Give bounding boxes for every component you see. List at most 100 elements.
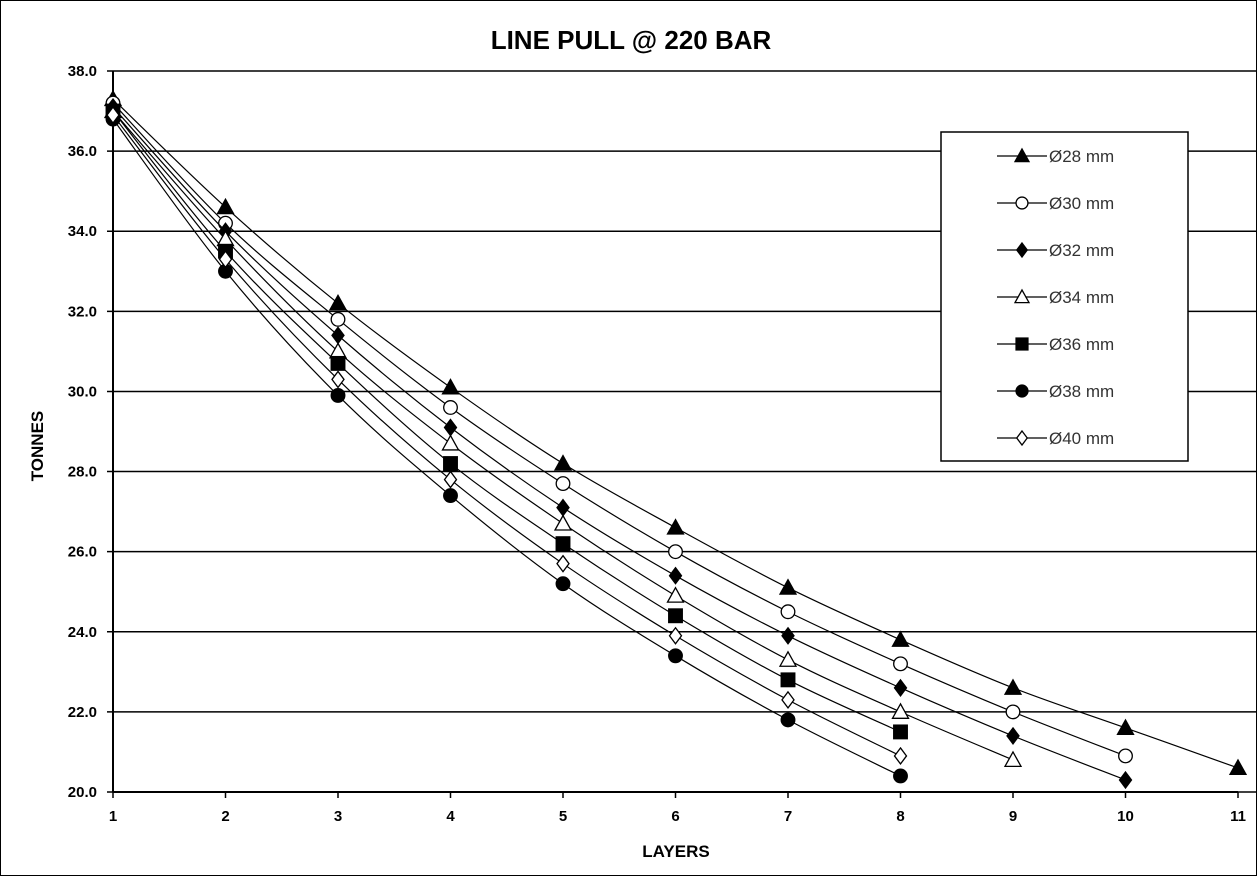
legend-items: Ø28 mm Ø30 mm Ø32 mm Ø34 mm Ø36 mm Ø38 mm Ø40 … bbox=[997, 147, 1114, 448]
series-line bbox=[112, 98, 1239, 769]
data-point-marker bbox=[1006, 726, 1020, 746]
legend-box bbox=[940, 131, 1189, 462]
data-point-marker bbox=[556, 554, 570, 573]
data-point-marker bbox=[778, 650, 798, 667]
legend-marker bbox=[1015, 241, 1029, 259]
chart-title: LINE PULL @ 220 BAR bbox=[491, 25, 772, 55]
legend-item: Ø38 mm bbox=[997, 382, 1114, 401]
legend-marker bbox=[1015, 384, 1029, 398]
data-point-marker bbox=[780, 672, 796, 688]
data-point-marker bbox=[330, 311, 346, 327]
data-point-marker bbox=[1005, 704, 1021, 720]
data-point-marker bbox=[555, 576, 571, 592]
series-group bbox=[105, 111, 908, 784]
data-point-marker bbox=[1003, 750, 1023, 768]
legend-label: Ø32 mm bbox=[1049, 241, 1114, 260]
data-point-marker bbox=[218, 250, 233, 269]
data-point-marker bbox=[668, 608, 683, 624]
data-point-marker bbox=[893, 678, 908, 697]
data-point-marker bbox=[556, 498, 570, 517]
data-point-marker bbox=[553, 514, 573, 531]
series-group bbox=[105, 95, 1133, 764]
data-point-marker bbox=[1118, 748, 1133, 764]
legend: Ø28 mm Ø30 mm Ø32 mm Ø34 mm Ø36 mm Ø38 mm Ø40 … bbox=[940, 131, 1189, 462]
series-line bbox=[112, 106, 1126, 781]
legend-item: Ø28 mm bbox=[997, 147, 1114, 166]
legend-marker bbox=[1013, 147, 1031, 163]
series-line bbox=[112, 102, 1126, 757]
y-tick-label: 26.0 bbox=[68, 544, 97, 561]
legend-marker bbox=[1015, 337, 1029, 351]
legend-label: Ø38 mm bbox=[1049, 382, 1114, 401]
x-tick-label: 4 bbox=[446, 808, 455, 825]
data-point-marker bbox=[668, 626, 683, 645]
series-line bbox=[112, 110, 901, 733]
x-tick-label: 9 bbox=[1009, 808, 1017, 825]
y-axis-label: TONNES bbox=[28, 411, 47, 482]
data-point-marker bbox=[443, 418, 458, 437]
series-group bbox=[103, 101, 1023, 768]
data-point-marker bbox=[555, 476, 571, 492]
x-tick-label: 5 bbox=[559, 808, 567, 825]
data-point-marker bbox=[1003, 678, 1023, 695]
legend-item: Ø32 mm bbox=[997, 241, 1114, 260]
data-point-marker bbox=[555, 536, 571, 552]
data-point-marker bbox=[553, 454, 573, 471]
x-tick-label: 2 bbox=[221, 808, 229, 825]
x-tick-label: 8 bbox=[896, 808, 904, 825]
data-point-marker bbox=[331, 370, 345, 389]
data-point-marker bbox=[328, 293, 348, 311]
data-point-marker bbox=[1228, 758, 1248, 776]
series-group bbox=[106, 97, 1133, 790]
data-point-marker bbox=[891, 702, 910, 719]
series-group bbox=[103, 89, 1248, 790]
data-point-marker bbox=[891, 630, 910, 647]
data-point-marker bbox=[106, 105, 120, 125]
legend-item: Ø30 mm bbox=[997, 194, 1114, 213]
data-point-marker bbox=[668, 566, 683, 585]
data-point-marker bbox=[781, 690, 795, 709]
legend-marker bbox=[1015, 196, 1029, 210]
x-tick-label: 7 bbox=[784, 808, 792, 825]
data-point-marker bbox=[668, 648, 683, 664]
data-point-marker bbox=[1118, 770, 1133, 790]
data-point-marker bbox=[893, 656, 908, 672]
y-tick-label: 30.0 bbox=[68, 383, 97, 400]
data-point-marker bbox=[1116, 718, 1135, 735]
y-tick-label: 24.0 bbox=[68, 624, 97, 641]
gridlines bbox=[107, 70, 1257, 793]
data-point-marker bbox=[780, 712, 796, 728]
data-point-marker bbox=[443, 400, 458, 415]
legend-item: Ø36 mm bbox=[997, 335, 1114, 354]
legend-label: Ø30 mm bbox=[1049, 194, 1114, 213]
data-point-marker bbox=[443, 470, 458, 489]
x-tick-label: 3 bbox=[334, 808, 342, 825]
data-point-marker bbox=[893, 746, 908, 766]
x-axis-label: LAYERS bbox=[642, 842, 709, 861]
legend-label: Ø34 mm bbox=[1049, 288, 1114, 307]
y-tick-label: 32.0 bbox=[68, 303, 97, 320]
legend-label: Ø36 mm bbox=[1049, 335, 1114, 354]
data-point-marker bbox=[781, 626, 795, 645]
data-point-marker bbox=[331, 326, 345, 345]
legend-item: Ø34 mm bbox=[997, 288, 1114, 307]
series-line bbox=[112, 110, 1014, 761]
data-point-marker bbox=[778, 578, 798, 595]
x-tick-label: 11 bbox=[1230, 808, 1246, 825]
y-tick-labels: 20.0 22.0 24.0 26.0 28.0 30.0 32.0 34.0 36.0 38.0 bbox=[68, 63, 97, 801]
y-tick-label: 38.0 bbox=[68, 63, 97, 80]
x-tick-label: 6 bbox=[671, 808, 679, 825]
data-point-marker bbox=[780, 604, 796, 620]
legend-marker bbox=[1015, 429, 1029, 447]
y-tick-label: 22.0 bbox=[68, 704, 97, 721]
legend-label: Ø40 mm bbox=[1049, 429, 1114, 448]
y-tick-label: 36.0 bbox=[68, 143, 97, 160]
series-group bbox=[106, 105, 908, 766]
x-tick-label: 1 bbox=[109, 808, 117, 825]
y-tick-label: 20.0 bbox=[68, 784, 97, 801]
data-point-marker bbox=[216, 197, 235, 215]
data-point-marker bbox=[441, 378, 460, 395]
data-point-marker bbox=[330, 355, 346, 371]
